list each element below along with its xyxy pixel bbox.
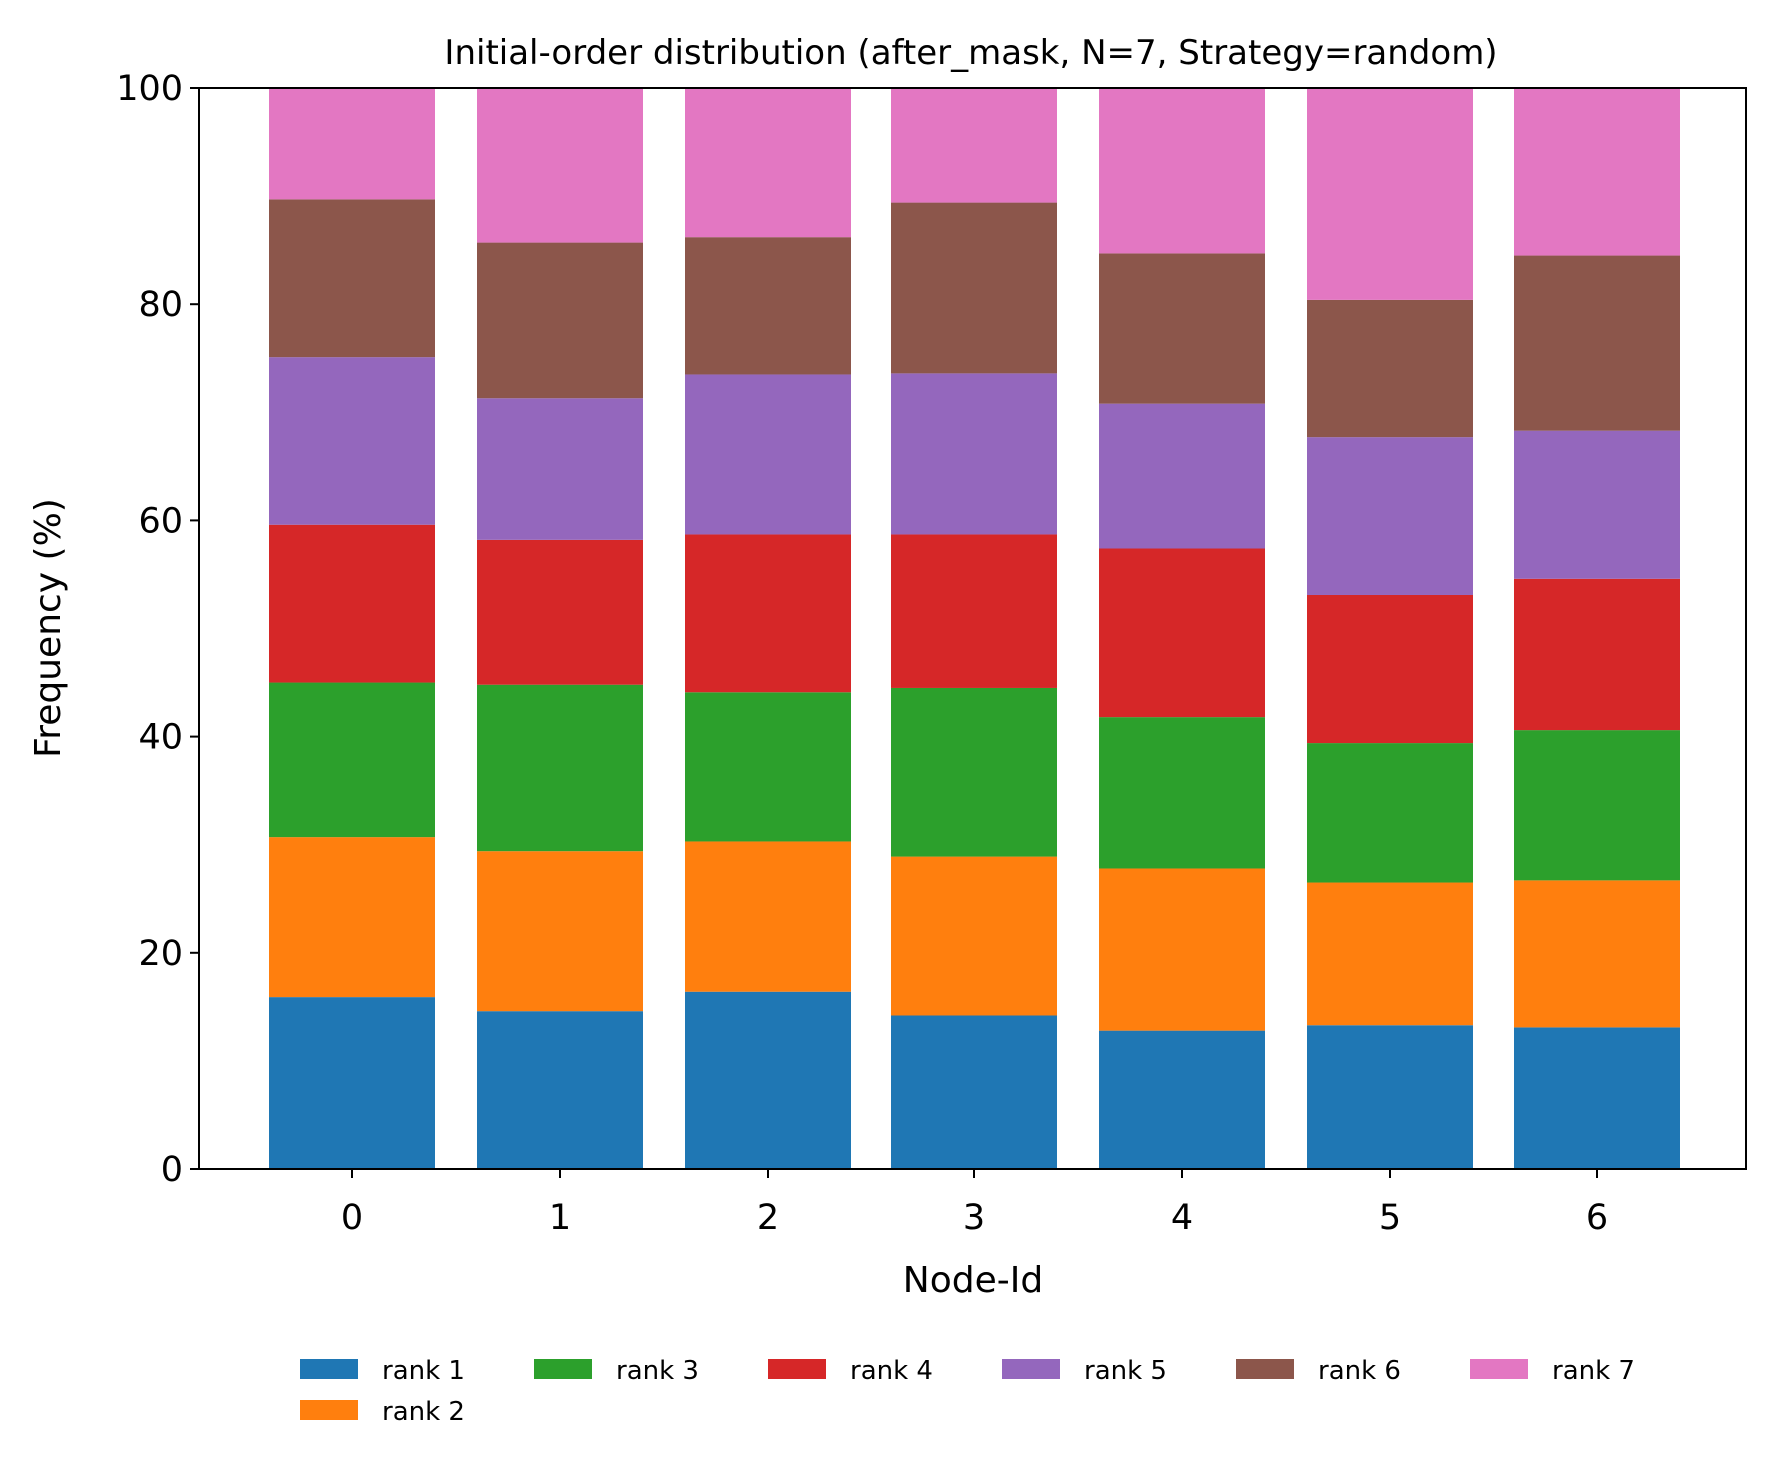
bar-segment-node-3-rank-7 bbox=[891, 88, 1057, 203]
bar-segment-node-2-rank-7 bbox=[685, 88, 851, 238]
bar-segment-node-1-rank-4 bbox=[477, 539, 643, 685]
bar-segment-node-5-rank-5 bbox=[1307, 437, 1473, 595]
bar-segment-node-4-rank-7 bbox=[1099, 88, 1265, 254]
bar-segment-node-2-rank-2 bbox=[685, 841, 851, 992]
bar-segment-node-2-rank-5 bbox=[685, 374, 851, 535]
bar-segment-node-3-rank-2 bbox=[891, 856, 1057, 1016]
bar-segment-node-2-rank-6 bbox=[685, 237, 851, 375]
legend-label: rank 1 bbox=[382, 1356, 465, 1386]
plot-frame bbox=[198, 87, 1747, 1170]
x-tick-label: 5 bbox=[1379, 1198, 1401, 1238]
bar-segment-node-6-rank-4 bbox=[1514, 578, 1680, 731]
bar-segment-node-4-rank-2 bbox=[1099, 868, 1265, 1031]
legend-swatch bbox=[1470, 1359, 1528, 1379]
y-axis-label: Frequency (%) bbox=[28, 498, 69, 758]
bar-segment-node-3-rank-5 bbox=[891, 373, 1057, 535]
x-tick-label: 6 bbox=[1586, 1198, 1608, 1238]
bar-segment-node-5-rank-4 bbox=[1307, 594, 1473, 744]
bar-segment-node-5-rank-1 bbox=[1307, 1025, 1473, 1169]
legend-swatch bbox=[1236, 1359, 1294, 1379]
legend-item-rank-5: rank 5 bbox=[1002, 1356, 1167, 1386]
legend-label: rank 4 bbox=[850, 1356, 933, 1386]
y-tick-label: 0 bbox=[161, 1150, 183, 1190]
bar-segment-node-3-rank-1 bbox=[891, 1015, 1057, 1169]
x-tick-label: 0 bbox=[341, 1198, 363, 1238]
bar-segment-node-6-rank-3 bbox=[1514, 730, 1680, 881]
y-tick-label: 60 bbox=[138, 501, 183, 541]
x-tick-label: 3 bbox=[963, 1198, 985, 1238]
bar-segment-node-0-rank-4 bbox=[269, 524, 435, 683]
legend-item-rank-1: rank 1 bbox=[300, 1356, 465, 1386]
legend-item-rank-7: rank 7 bbox=[1470, 1356, 1635, 1386]
x-tick-label: 1 bbox=[549, 1198, 571, 1238]
bar-segment-node-1-rank-7 bbox=[477, 88, 643, 243]
bar-segment-node-4-rank-5 bbox=[1099, 403, 1265, 549]
y-tick-label: 20 bbox=[138, 934, 183, 974]
legend-label: rank 2 bbox=[382, 1397, 465, 1427]
bar-segment-node-5-rank-3 bbox=[1307, 743, 1473, 883]
legend-swatch bbox=[1002, 1359, 1060, 1379]
bar-segment-node-1-rank-3 bbox=[477, 684, 643, 852]
bar-segment-node-1-rank-2 bbox=[477, 851, 643, 1012]
x-tick-label: 4 bbox=[1171, 1198, 1193, 1238]
legend-item-rank-4: rank 4 bbox=[768, 1356, 933, 1386]
legend-item-rank-3: rank 3 bbox=[534, 1356, 699, 1386]
bar-segment-node-3-rank-4 bbox=[891, 534, 1057, 688]
bar-segment-node-1-rank-6 bbox=[477, 242, 643, 399]
bar-segment-node-1-rank-1 bbox=[477, 1011, 643, 1169]
legend-label: rank 6 bbox=[1318, 1356, 1401, 1386]
y-tick-label: 80 bbox=[138, 285, 183, 325]
bar-segment-node-6-rank-7 bbox=[1514, 88, 1680, 256]
bar-segment-node-3-rank-6 bbox=[891, 202, 1057, 374]
bar-segment-node-0-rank-5 bbox=[269, 357, 435, 525]
bar-segment-node-2-rank-4 bbox=[685, 534, 851, 693]
bar-segment-node-6-rank-5 bbox=[1514, 430, 1680, 579]
bar-segment-node-0-rank-1 bbox=[269, 997, 435, 1169]
bar-segment-node-2-rank-3 bbox=[685, 692, 851, 842]
y-tick-label: 40 bbox=[138, 718, 183, 758]
legend-item-rank-2: rank 2 bbox=[300, 1397, 465, 1427]
x-tick-label: 2 bbox=[757, 1198, 779, 1238]
legend-label: rank 3 bbox=[616, 1356, 699, 1386]
legend-label: rank 5 bbox=[1084, 1356, 1167, 1386]
chart-title: Initial-order distribution (after_mask, … bbox=[444, 33, 1497, 73]
bar-segment-node-0-rank-6 bbox=[269, 199, 435, 358]
bar-segment-node-4-rank-3 bbox=[1099, 717, 1265, 869]
bar-segment-node-2-rank-1 bbox=[685, 991, 851, 1169]
bar-segment-node-0-rank-3 bbox=[269, 682, 435, 838]
bar-segment-node-4-rank-6 bbox=[1099, 253, 1265, 404]
bar-segment-node-6-rank-2 bbox=[1514, 880, 1680, 1028]
legend-label: rank 7 bbox=[1552, 1356, 1635, 1386]
y-tick-label: 100 bbox=[116, 69, 183, 109]
legend-swatch bbox=[300, 1359, 358, 1379]
bar-segment-node-5-rank-6 bbox=[1307, 299, 1473, 438]
legend-item-rank-6: rank 6 bbox=[1236, 1356, 1401, 1386]
bar-segment-node-6-rank-1 bbox=[1514, 1027, 1680, 1169]
bar-segment-node-4-rank-1 bbox=[1099, 1030, 1265, 1169]
legend-swatch bbox=[534, 1359, 592, 1379]
bar-segment-node-0-rank-2 bbox=[269, 837, 435, 998]
legend-swatch bbox=[300, 1400, 358, 1420]
bar-segment-node-1-rank-5 bbox=[477, 398, 643, 540]
bar-segment-node-5-rank-2 bbox=[1307, 882, 1473, 1026]
bar-segment-node-0-rank-7 bbox=[269, 88, 435, 200]
ticks-layer: 0 20 40 60 80 100 0 1 2 3 4 5 6 bbox=[116, 69, 1608, 1238]
bar-segment-node-3-rank-3 bbox=[891, 687, 1057, 857]
bars-layer bbox=[269, 88, 1680, 1169]
bar-segment-node-4-rank-4 bbox=[1099, 548, 1265, 718]
legend-swatch bbox=[768, 1359, 826, 1379]
bar-segment-node-6-rank-6 bbox=[1514, 255, 1680, 431]
x-axis-label: Node-Id bbox=[903, 1260, 1043, 1301]
legend: rank 1 rank 2 rank 3 rank 4 rank 5 rank 6 rank… bbox=[300, 1356, 1635, 1427]
bar-segment-node-5-rank-7 bbox=[1307, 88, 1473, 300]
